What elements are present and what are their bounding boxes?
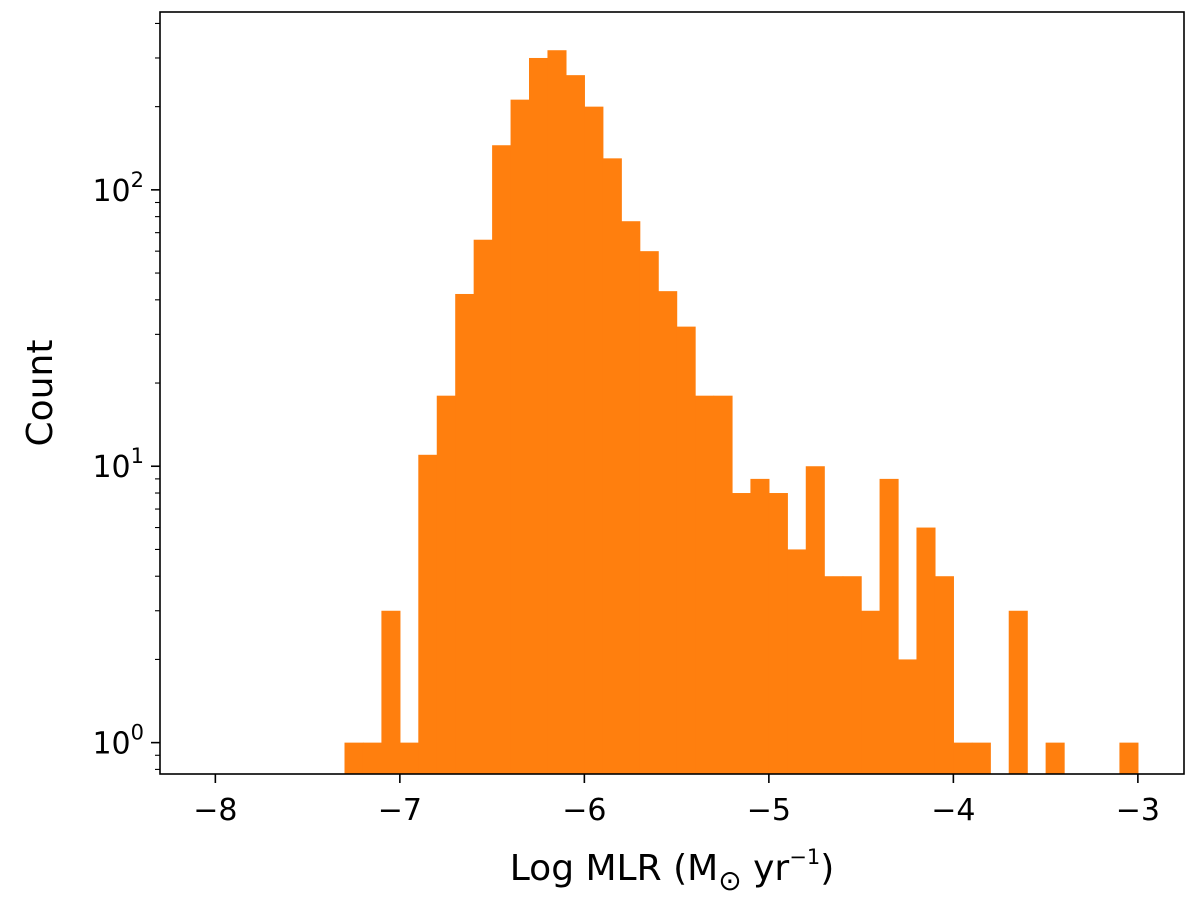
histogram-bar-25 xyxy=(805,466,825,774)
histogram-bar-33 xyxy=(953,742,973,774)
histogram-bar-8 xyxy=(492,145,512,774)
histogram-bar-36 xyxy=(1045,742,1065,774)
histogram-bar-17 xyxy=(658,291,678,774)
histogram-bar-18 xyxy=(676,326,696,774)
histogram-bar-12 xyxy=(565,75,585,775)
histogram-bar-29 xyxy=(879,478,899,774)
histogram-bar-3 xyxy=(399,742,419,774)
histogram-bar-11 xyxy=(547,50,567,774)
x-axis-label: Log MLR (M⊙ yr−1) xyxy=(510,845,834,897)
histogram-bar-23 xyxy=(768,493,788,774)
x-tick-label: −7 xyxy=(378,793,422,828)
y-tick-label: 100 xyxy=(92,721,144,762)
y-tick-label: 102 xyxy=(92,168,144,209)
histogram-bar-13 xyxy=(584,106,604,774)
histogram-bars xyxy=(344,50,1139,775)
histogram-bar-32 xyxy=(934,576,954,774)
histogram-bar-6 xyxy=(455,293,475,774)
x-axis-label-main: Log MLR (M xyxy=(510,848,718,889)
histogram-bar-5 xyxy=(436,395,456,774)
histogram-bar-24 xyxy=(787,549,807,774)
x-tick-label: −5 xyxy=(747,793,791,828)
histogram-bar-31 xyxy=(916,527,936,774)
histogram-bar-37 xyxy=(1119,742,1139,774)
x-tick-label: −6 xyxy=(562,793,606,828)
y-axis-label: Count xyxy=(20,340,61,447)
x-tick-label: −4 xyxy=(931,793,975,828)
histogram-bar-16 xyxy=(639,251,659,775)
plot-frame xyxy=(159,11,1185,775)
histogram-bar-19 xyxy=(695,395,715,774)
histogram-bar-26 xyxy=(824,576,844,774)
x-axis-label-sun-symbol: ⊙ xyxy=(718,864,741,897)
y-tick-label: 101 xyxy=(92,444,144,485)
histogram-bar-7 xyxy=(473,239,493,774)
x-tick-label: −3 xyxy=(1116,793,1160,828)
histogram-bar-27 xyxy=(842,576,862,774)
histogram-bar-10 xyxy=(529,57,549,775)
histogram-bar-4 xyxy=(418,454,438,774)
x-axis-label-close: ) xyxy=(820,848,834,889)
x-axis-label-exponent: −1 xyxy=(789,845,820,869)
x-tick-label: −8 xyxy=(193,793,237,828)
histogram-bar-22 xyxy=(750,478,770,774)
x-axis-label-unit: yr xyxy=(742,848,790,889)
histogram-bar-30 xyxy=(898,659,918,774)
histogram-bar-15 xyxy=(621,221,641,774)
histogram-bar-1 xyxy=(362,742,383,774)
histogram-bar-28 xyxy=(861,610,881,774)
histogram-bar-0 xyxy=(344,742,364,774)
histogram-bar-9 xyxy=(510,99,530,774)
histogram-bar-2 xyxy=(381,610,401,774)
x-axis-ticks: −8 −7 −6 −5 −4 −3 xyxy=(193,774,1160,828)
histogram-bar-14 xyxy=(602,158,622,775)
histogram-bar-20 xyxy=(713,395,733,774)
histogram-bar-21 xyxy=(731,493,752,774)
y-axis-ticks: 100 101 102 xyxy=(92,22,160,770)
histogram-bar-34 xyxy=(971,742,991,774)
histogram-bar-35 xyxy=(1008,610,1028,774)
